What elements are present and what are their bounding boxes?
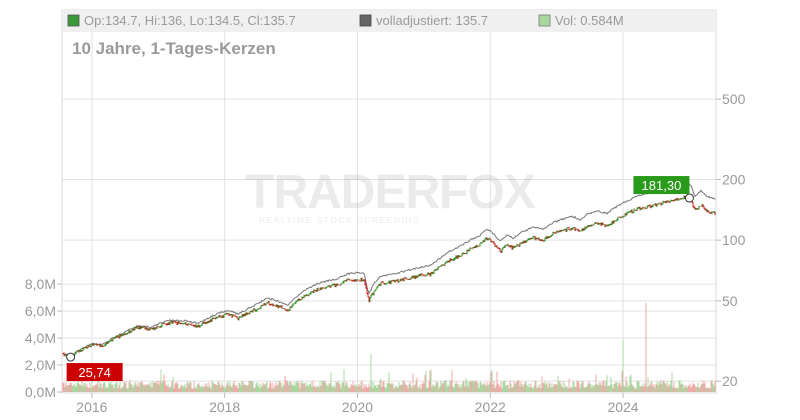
- high-badge: [633, 176, 690, 195]
- watermark-brand: TRADERFOX: [245, 166, 536, 219]
- x-tick-label: 2020: [342, 399, 373, 415]
- x-tick-label: 2022: [475, 399, 506, 415]
- high-marker: [684, 193, 694, 203]
- legend: Op:134.7, Hi:136, Lo:134.5, Cl:135.7 vol…: [67, 13, 624, 28]
- volume-tick-label: 8,0M: [25, 276, 56, 292]
- legend-swatch-volume: [538, 14, 551, 27]
- legend-band: [62, 10, 716, 32]
- legend-volume: Vol: 0.584M: [555, 13, 624, 28]
- chart-subtitle: 10 Jahre, 1-Tages-Kerzen: [72, 39, 276, 58]
- x-axis: 2016 2018 2020 2022 2024: [76, 393, 639, 415]
- low-marker: [66, 352, 76, 362]
- price-axis: 500 200 100 50 20: [716, 91, 746, 389]
- volume-tick-label: 6,0M: [25, 303, 56, 319]
- legend-adjusted: volladjustiert: 135.7: [376, 13, 488, 28]
- price-tick-label: 100: [722, 232, 746, 248]
- volume-tick-label: 2,0M: [25, 357, 56, 373]
- price-tick-label: 200: [722, 171, 746, 187]
- low-badge-label: 25,74: [78, 365, 111, 380]
- low-badge: [66, 363, 123, 382]
- candles: [62, 195, 716, 360]
- adjusted-price-line: [62, 181, 716, 360]
- watermark-tagline: REALTIME STOCK SCREENING: [259, 215, 421, 225]
- x-tick-label: 2018: [209, 399, 240, 415]
- price-tick-label: 500: [722, 91, 746, 107]
- volume-bars: [62, 302, 716, 392]
- price-tick-label: 50: [722, 293, 738, 309]
- x-tick-label: 2016: [76, 399, 107, 415]
- price-tick-label: 20: [722, 373, 738, 389]
- volume-tick-label: 0,0M: [25, 384, 56, 400]
- volume-tick-label: 4,0M: [25, 330, 56, 346]
- legend-swatch-adjusted: [359, 14, 372, 27]
- grid-lines: [62, 32, 716, 393]
- legend-ohlc: Op:134.7, Hi:136, Lo:134.5, Cl:135.7: [84, 13, 296, 28]
- volume-axis: 0,0M 2,0M 4,0M 6,0M 8,0M: [25, 276, 62, 400]
- watermark: TRADERFOX REALTIME STOCK SCREENING: [245, 166, 537, 225]
- legend-swatch-ohlc: [67, 14, 80, 27]
- high-badge-label: 181,30: [642, 178, 682, 193]
- annotations: 181,30 25,74: [66, 176, 694, 382]
- plot-area: [61, 9, 717, 394]
- x-tick-label: 2024: [607, 399, 638, 415]
